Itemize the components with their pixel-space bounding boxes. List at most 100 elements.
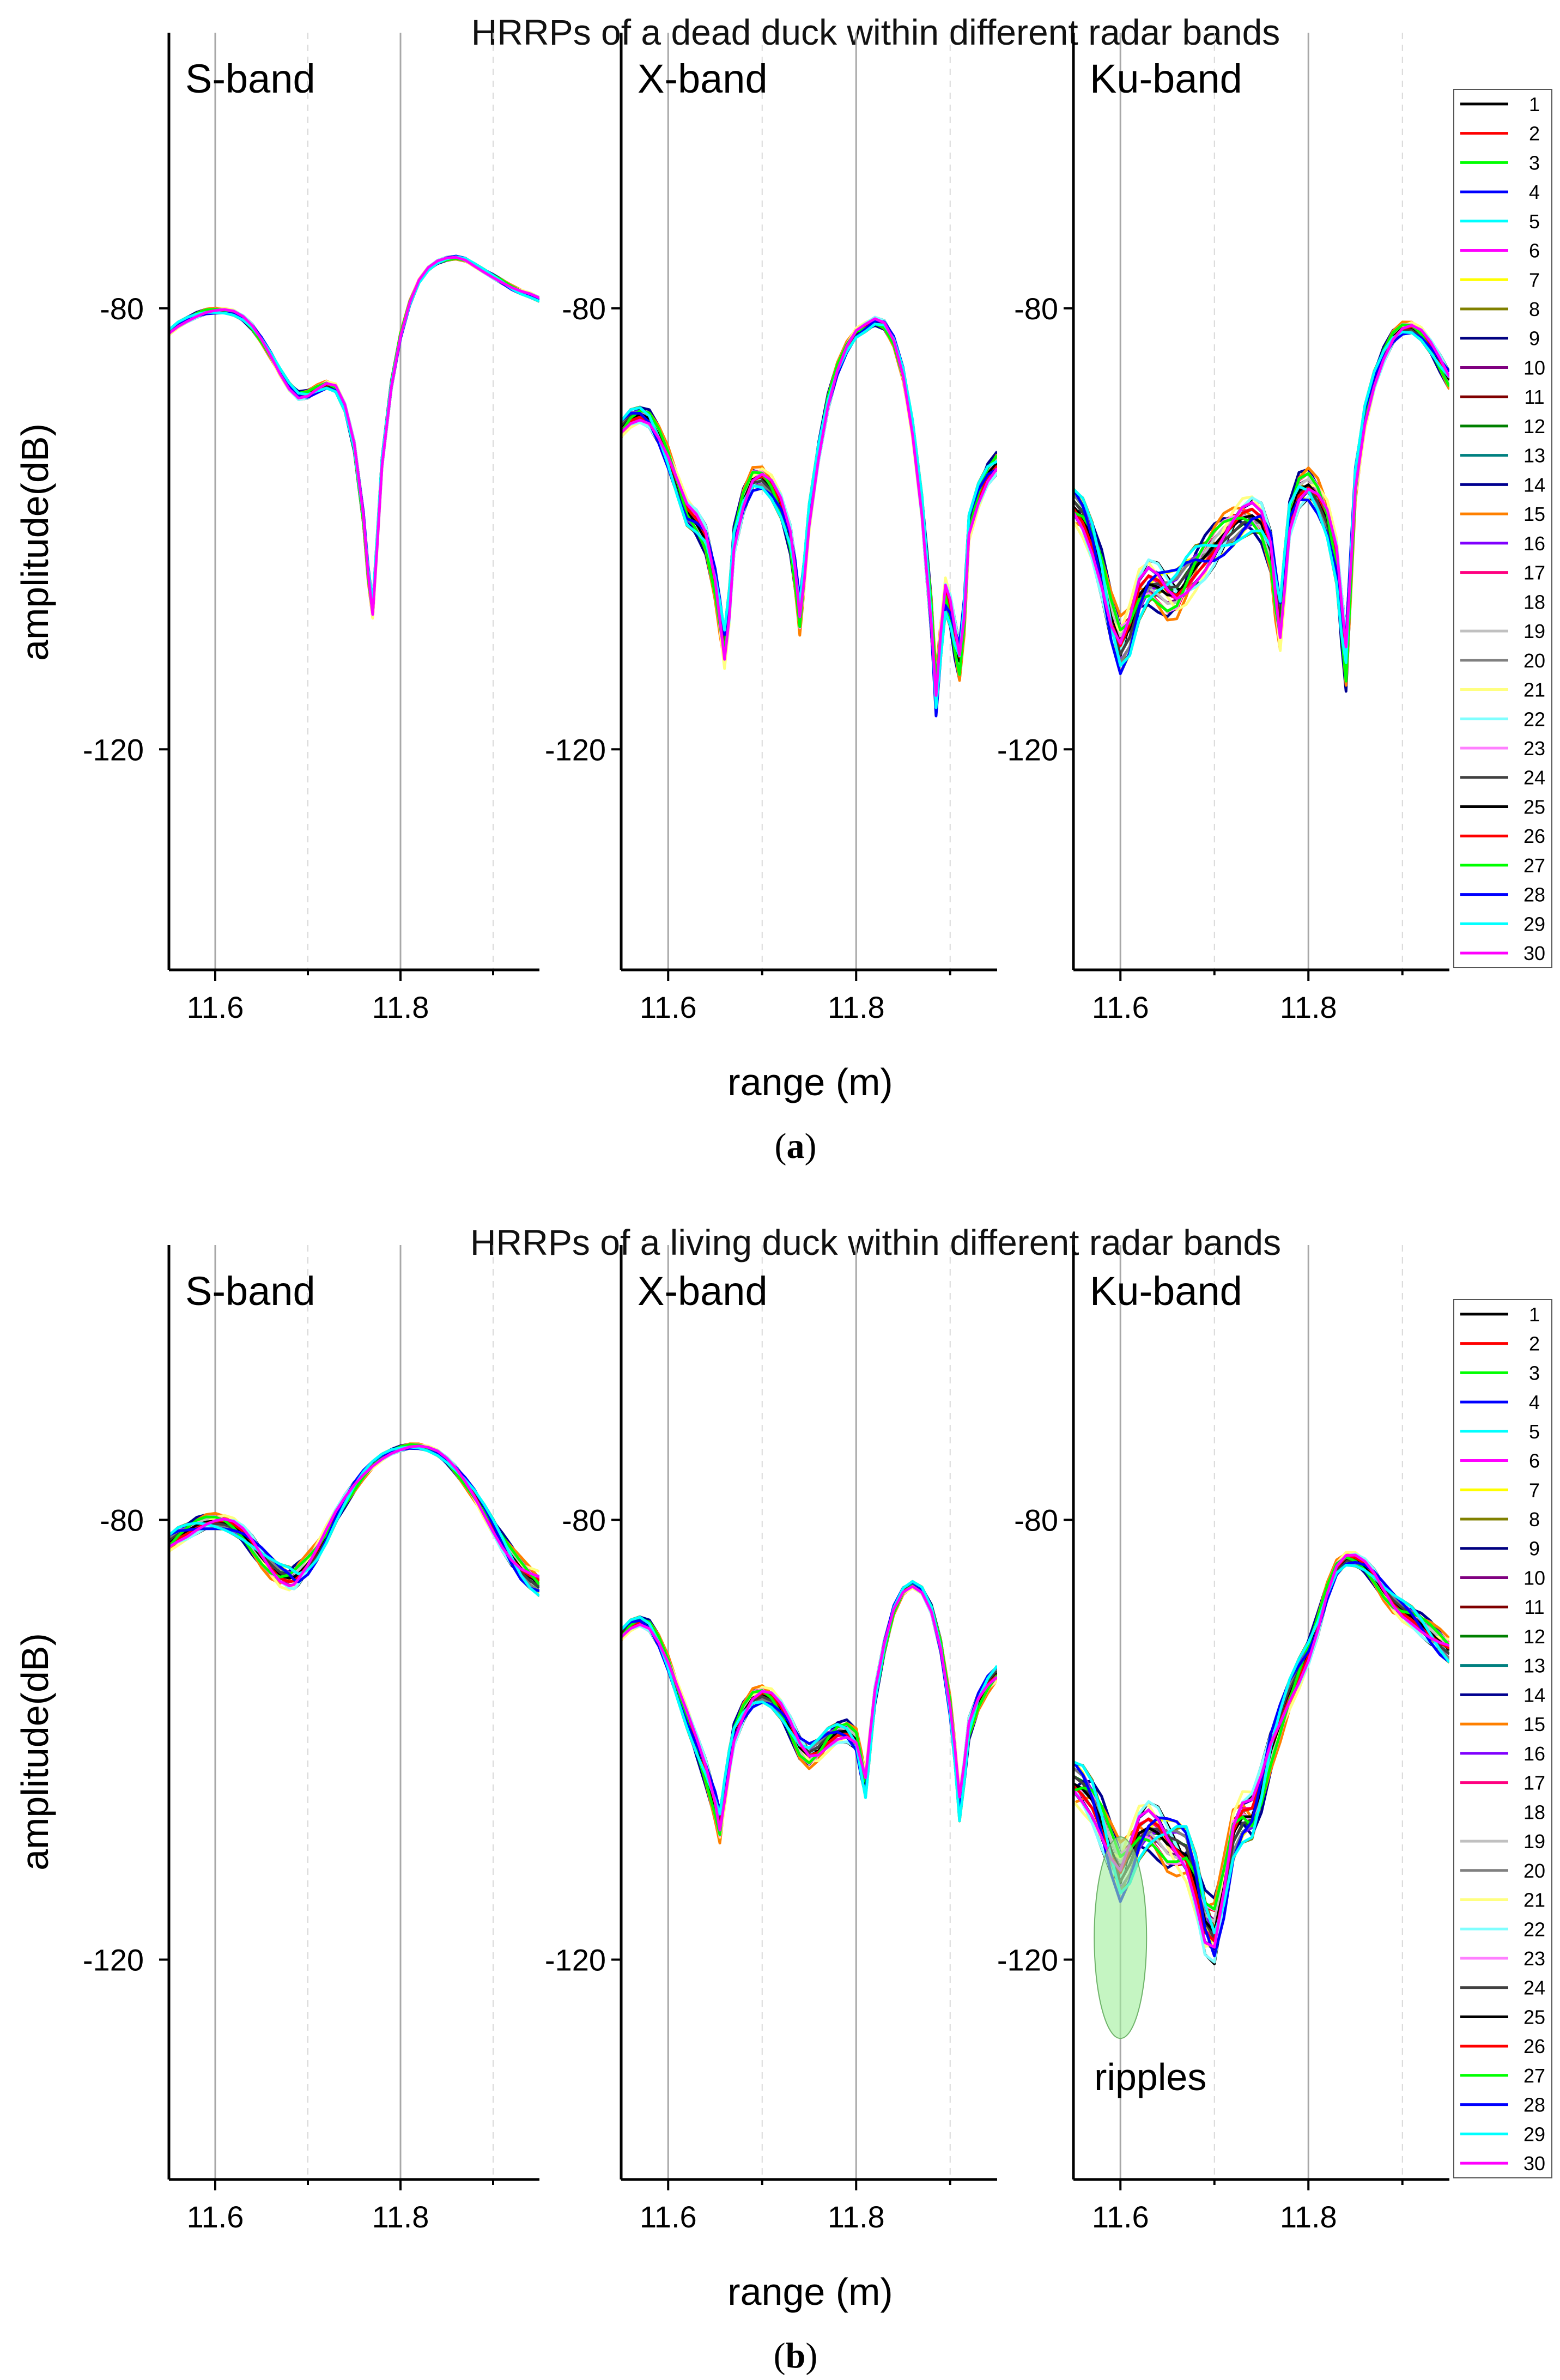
- series-group: [1073, 320, 1449, 693]
- figure-b-caption-letter: b: [786, 2336, 806, 2376]
- series-30: [169, 256, 539, 616]
- legend-label-15: 15: [1523, 1713, 1545, 1735]
- series-9: [621, 1584, 997, 1831]
- legend-label-19: 19: [1523, 1830, 1545, 1853]
- legend-label-23: 23: [1523, 737, 1545, 760]
- xtick-label: 11.6: [1092, 2200, 1149, 2234]
- series-15: [621, 1585, 997, 1845]
- ytick-label: -80: [562, 292, 606, 326]
- xtick-label: 11.8: [372, 2200, 429, 2234]
- legend-label-5: 5: [1529, 210, 1540, 233]
- figure-b-ytick-80: -80: [100, 1503, 144, 1537]
- panel-s-band: 11.6 11.8 S-band: [159, 33, 539, 1024]
- legend-label-12: 12: [1523, 1625, 1545, 1648]
- figure-a-title: HRRPs of a dead duck within different ra…: [471, 12, 1280, 52]
- figure-a: HRRPs of a dead duck within different ra…: [14, 12, 1552, 1166]
- series-17: [621, 1584, 997, 1832]
- figure-b-legend: 1234567891011121314151617181920212223242…: [1453, 1299, 1552, 2178]
- figure-a-panels: 11.6 11.8 S-band 11.6 11.8 X-band 11.6 11.8 Ku-b…: [159, 33, 1449, 1024]
- legend-label-30: 30: [1523, 2152, 1545, 2175]
- figure-a-caption: (a): [775, 1126, 817, 1166]
- legend-label-26: 26: [1523, 825, 1545, 847]
- legend-label-1: 1: [1529, 93, 1540, 116]
- band-label: S-band: [185, 56, 315, 101]
- series-29: [621, 1580, 997, 1823]
- legend-label-28: 28: [1523, 884, 1545, 906]
- legend-label-14: 14: [1523, 1684, 1545, 1706]
- legend-label-17: 17: [1523, 562, 1545, 584]
- legend-label-24: 24: [1523, 767, 1545, 789]
- legend-label-21: 21: [1523, 679, 1545, 701]
- ytick-label: -120: [545, 732, 606, 767]
- panel-s-band: 11.6 11.8 S-band: [159, 1245, 539, 2234]
- legend-box: [1453, 1299, 1552, 2178]
- band-label: S-band: [185, 1268, 315, 1314]
- xtick-label: 11.8: [1280, 2200, 1337, 2234]
- series-group: [169, 254, 539, 620]
- ytick-label: -120: [997, 1942, 1058, 1977]
- legend-label-12: 12: [1523, 415, 1545, 438]
- series-30: [1073, 1553, 1449, 1949]
- legend-label-24: 24: [1523, 1977, 1545, 1999]
- figure-a-caption-open: (: [775, 1126, 787, 1166]
- legend-label-2: 2: [1529, 123, 1540, 145]
- legend-label-2: 2: [1529, 1333, 1540, 1355]
- legend-label-29: 29: [1523, 913, 1545, 935]
- figure-b-caption-open: (: [774, 2336, 786, 2376]
- series-group: [169, 1442, 539, 1597]
- figure-a-legend: 1234567891011121314151617181920212223242…: [1453, 89, 1552, 968]
- legend-label-22: 22: [1523, 708, 1545, 730]
- legend-label-15: 15: [1523, 503, 1545, 525]
- legend-label-8: 8: [1529, 1508, 1540, 1531]
- series-group: [621, 1580, 997, 1845]
- figure-a-ytick-120: -120: [83, 732, 144, 767]
- ytick-label: -120: [997, 732, 1058, 767]
- series-13: [621, 1585, 997, 1832]
- legend-label-11: 11: [1524, 386, 1544, 408]
- figure-b-caption-close: ): [805, 2336, 817, 2376]
- legend-label-3: 3: [1529, 151, 1540, 174]
- figure-a-ytick-80: -80: [100, 292, 144, 326]
- series-11: [621, 1583, 997, 1829]
- legend-label-11: 11: [1524, 1596, 1544, 1618]
- ytick-label: -120: [545, 1942, 606, 1977]
- legend-label-5: 5: [1529, 1420, 1540, 1443]
- band-label: Ku-band: [1090, 1268, 1242, 1314]
- series-29: [621, 323, 997, 709]
- figure-b: HRRPs of a living duck within different …: [14, 1222, 1552, 2376]
- series-21: [1073, 321, 1449, 652]
- legend-label-30: 30: [1523, 942, 1545, 964]
- series-10: [621, 1583, 997, 1832]
- band-label: X-band: [638, 1268, 768, 1314]
- legend-label-27: 27: [1523, 2065, 1545, 2087]
- series-23: [621, 1583, 997, 1838]
- legend-label-6: 6: [1529, 240, 1540, 262]
- series-14: [621, 1582, 997, 1837]
- xtick-label: 11.8: [1280, 990, 1337, 1024]
- series-30: [1073, 324, 1449, 648]
- series-25: [621, 1583, 997, 1829]
- xtick-label: 11.8: [828, 990, 885, 1024]
- series-26: [621, 1584, 997, 1830]
- series-5: [621, 1584, 997, 1829]
- legend-label-22: 22: [1523, 1918, 1545, 1940]
- legend-label-18: 18: [1523, 591, 1545, 613]
- series-9: [1073, 324, 1449, 647]
- figure-b-panels: 11.6 11.8 S-band 11.6 11.8 X-band 11.6 11.8 Ku-b…: [159, 1245, 1449, 2234]
- figure-b-ylabel: amplitude(dB): [14, 1633, 56, 1871]
- legend-label-26: 26: [1523, 2035, 1545, 2057]
- series-21: [621, 1586, 997, 1839]
- legend-label-23: 23: [1523, 1947, 1545, 1970]
- legend-label-9: 9: [1529, 327, 1540, 350]
- series-29: [1073, 330, 1449, 667]
- legend-label-4: 4: [1529, 1391, 1540, 1413]
- legend-label-10: 10: [1523, 356, 1545, 379]
- legend-label-16: 16: [1523, 532, 1545, 555]
- legend-label-7: 7: [1529, 269, 1540, 291]
- ripples-annotation: ripples: [1094, 2056, 1206, 2098]
- series-27: [621, 1583, 997, 1836]
- xtick-label: 11.8: [372, 990, 429, 1024]
- series-4: [621, 1583, 997, 1829]
- xtick-label: 11.6: [1092, 990, 1149, 1024]
